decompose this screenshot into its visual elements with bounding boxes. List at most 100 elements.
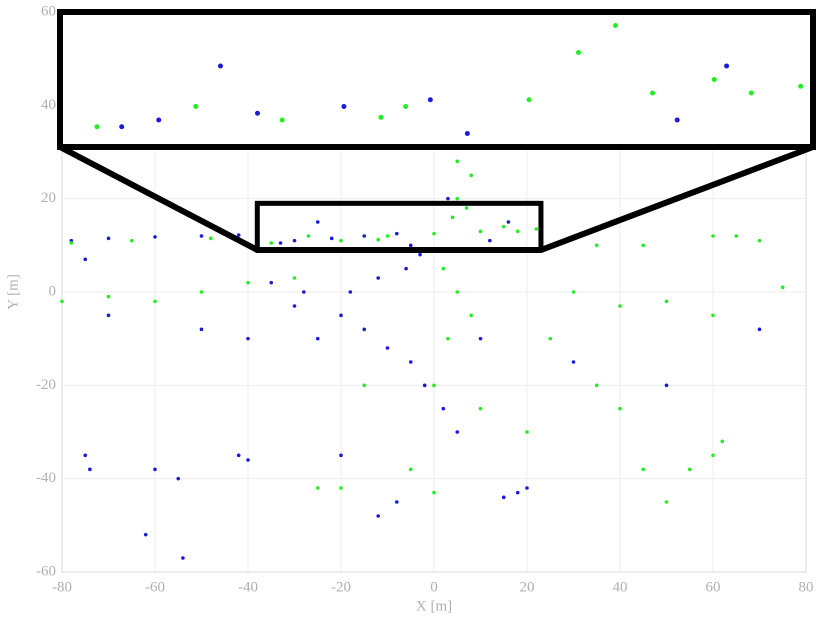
point [362,327,367,332]
y-tick-label: -20 [36,377,56,393]
point [594,383,599,388]
point [69,241,74,245]
point [441,266,446,271]
point [757,327,762,332]
point [292,276,297,280]
point [780,285,785,290]
inset-point [575,50,581,55]
inset-point [217,63,223,69]
x-tick-label: 60 [706,579,721,595]
point [106,236,111,241]
inset-point [193,104,199,109]
point [469,313,474,318]
point [199,327,204,332]
inset-point [403,104,409,109]
point [548,336,553,341]
inset-point [156,117,162,123]
point [246,458,250,462]
point [408,467,413,472]
point [618,406,622,411]
point [720,439,725,444]
point [618,304,622,308]
inset-point [674,117,680,123]
x-tick-label: -20 [331,579,351,595]
point [362,383,367,388]
inset-point [798,83,804,89]
point [106,313,111,318]
inset-point [255,110,261,116]
point [534,227,539,231]
point [515,490,520,495]
x-tick-label: -60 [145,579,165,595]
point [478,229,483,234]
point [515,229,520,234]
point [446,196,450,201]
y-axis-label: Y [m] [5,274,21,310]
inset-frame [57,9,816,150]
point [734,234,739,238]
point [450,215,455,220]
point [199,234,204,238]
inset-point [612,23,618,28]
x-tick-label: 80 [799,579,814,595]
point [292,238,297,243]
point [376,237,381,242]
point [153,467,157,472]
point [641,243,646,248]
zoom-region [254,200,544,253]
x-axis-label: X [m] [416,598,452,614]
point [641,467,646,472]
point [278,241,283,245]
y-tick-label: 60 [41,3,56,19]
point [757,238,762,243]
y-tick-label: 0 [49,283,57,299]
inset-point [711,77,717,82]
point [525,430,529,434]
point [236,453,241,458]
point [292,304,297,308]
point [143,532,148,537]
point [506,220,511,224]
point [315,486,320,490]
point [455,196,460,201]
x-tick-label: -40 [238,579,258,595]
point [664,383,669,388]
y-tick-label: 20 [41,190,56,206]
point [385,346,390,350]
point [664,299,669,304]
point [269,280,274,285]
inset-point [724,63,730,69]
point [385,234,390,238]
point [329,236,334,241]
point [88,467,92,472]
point [306,234,311,238]
point [432,490,436,495]
inset-point [748,90,754,96]
point [571,290,576,294]
point [711,453,715,458]
point [83,453,88,458]
point [315,220,320,224]
point [395,231,399,236]
point [488,238,492,243]
x-tick-label: 40 [613,579,628,595]
point [153,299,157,304]
point [525,486,529,490]
point [339,313,343,318]
point [302,290,306,294]
point [408,360,413,364]
y-tick-label: 40 [41,97,56,113]
point [594,243,599,248]
point [478,406,483,411]
inset-point [94,124,100,130]
point [83,257,88,262]
point [664,500,669,504]
point [432,231,436,236]
point [687,467,692,472]
point [711,234,715,238]
point [246,280,250,285]
point [246,336,250,341]
point [209,236,213,241]
point [181,556,185,560]
